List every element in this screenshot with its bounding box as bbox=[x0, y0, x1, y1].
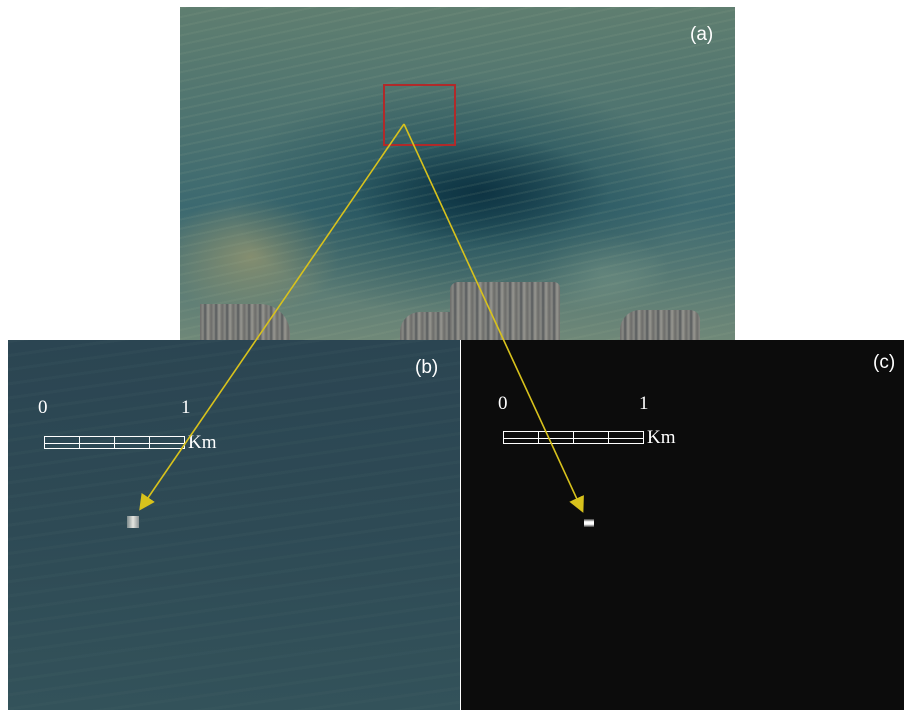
scale-start-label: 0 bbox=[498, 393, 508, 414]
detected-target bbox=[127, 516, 139, 528]
detected-target bbox=[584, 519, 594, 527]
scale-bar bbox=[503, 431, 644, 444]
coastline-land bbox=[620, 310, 700, 340]
scale-end-label: 1 bbox=[181, 397, 191, 418]
panel-label-c: (c) bbox=[873, 352, 896, 373]
scale-bar bbox=[44, 436, 185, 449]
scale-unit-label: Km bbox=[188, 432, 217, 453]
zoomed-true-color-image: (b) 0 1 Km bbox=[8, 340, 460, 710]
panel-label-b: (b) bbox=[415, 357, 439, 378]
panel-label-a: (a) bbox=[690, 24, 714, 45]
zoomed-single-band-image: (c) 0 1 Km bbox=[461, 340, 904, 710]
region-of-interest-box bbox=[383, 84, 456, 146]
coastline-land bbox=[200, 304, 290, 340]
coastline-land bbox=[450, 282, 560, 340]
coastline-land bbox=[400, 312, 450, 340]
scale-start-label: 0 bbox=[38, 397, 48, 418]
scale-unit-label: Km bbox=[647, 427, 676, 448]
overview-satellite-image: (a) bbox=[180, 7, 735, 340]
scale-end-label: 1 bbox=[639, 393, 649, 414]
